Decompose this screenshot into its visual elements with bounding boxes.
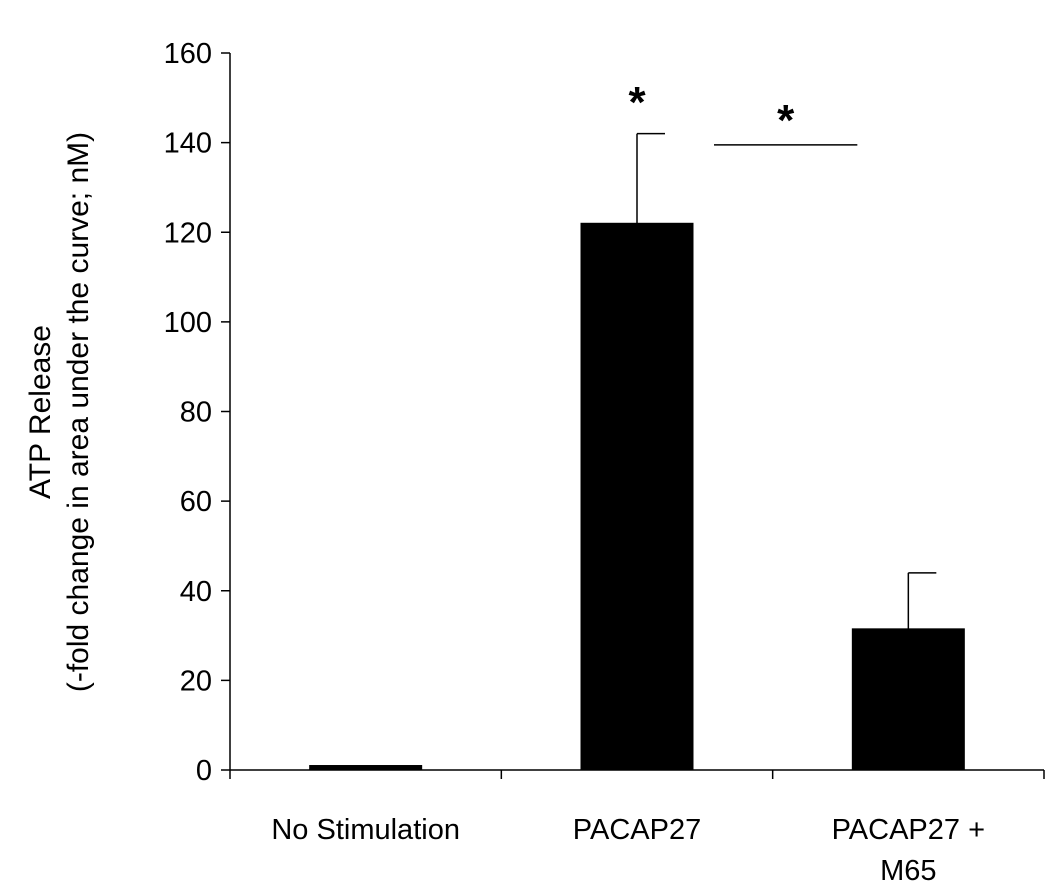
y-tick-label: 160 — [164, 38, 212, 70]
y-axis-title-line-2: (-fold change in area under the curve; n… — [62, 132, 95, 692]
significance-star: * — [628, 78, 646, 127]
bar — [580, 222, 694, 771]
y-axis-title-line-1: ATP Release — [24, 325, 57, 499]
y-tick-label: 0 — [196, 755, 212, 787]
y-tick-label: 20 — [180, 665, 212, 697]
annotations: * * — [628, 78, 858, 146]
y-tick-label: 80 — [180, 397, 212, 429]
y-tick-label: 60 — [180, 486, 212, 518]
x-tick-label: M65 — [880, 855, 936, 887]
y-tick-label: 100 — [164, 307, 212, 339]
x-tick-label: PACAP27 + — [832, 814, 985, 846]
comparison-star: * — [777, 96, 795, 145]
x-axis — [229, 769, 1045, 779]
y-tick-label: 120 — [164, 217, 212, 249]
x-tick-labels: No Stimulation PACAP27 PACAP27 + M65 — [271, 814, 985, 887]
y-axis-title: ATP Release (-fold change in area under … — [24, 132, 95, 692]
bar — [851, 628, 965, 771]
y-tick-label: 40 — [180, 576, 212, 608]
error-bars — [636, 132, 937, 629]
bar — [309, 765, 423, 771]
x-tick-label: PACAP27 — [573, 814, 701, 846]
y-axis: 0 20 40 60 80 100 120 140 160 — [164, 38, 231, 787]
x-tick-label: No Stimulation — [271, 814, 460, 846]
y-tick-label: 140 — [164, 128, 212, 160]
bars — [309, 222, 965, 771]
